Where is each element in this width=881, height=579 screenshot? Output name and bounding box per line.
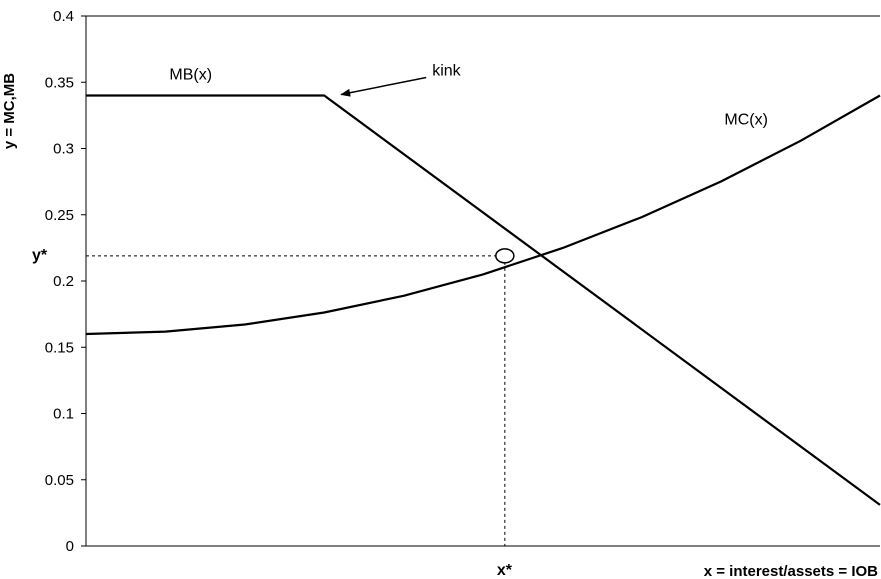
- y-tick-label: 0.2: [53, 273, 74, 290]
- series-line-mcx: [85, 94, 881, 336]
- series-label-mc: MC(x): [724, 112, 768, 129]
- y-axis-title: y = MC,MB: [1, 73, 18, 149]
- series-line-mbx: [86, 94, 881, 506]
- x-star-label: x*: [497, 562, 513, 579]
- series: [85, 94, 881, 506]
- y-tick-label: 0: [66, 538, 74, 555]
- equilibrium-point: [495, 248, 515, 264]
- labels: MB(x) MC(x) y* x* x = interest/assets = IOB y…: [1, 67, 878, 579]
- x-axis-title: x = interest/assets = IOB: [704, 563, 878, 579]
- kink-label: kink: [432, 63, 461, 80]
- y-tick-label: 0.25: [45, 207, 74, 224]
- kink-arrow: [340, 76, 427, 97]
- y-tick-label: 0.1: [53, 406, 74, 423]
- y-tick-label: 0.15: [45, 339, 74, 356]
- series-label-mb: MB(x): [169, 67, 212, 84]
- equilibrium-guides: [86, 255, 506, 546]
- y-tick-label: 0.35: [45, 74, 74, 91]
- y-ticks: 0 0.05 0.1 0.15 0.2 0.25 0.3 0.35 0.4: [45, 8, 86, 555]
- y-tick-label: 0.3: [53, 141, 74, 158]
- y-tick-label: 0.05: [45, 472, 74, 489]
- y-tick-label: 0.4: [53, 8, 74, 25]
- annotations: kink: [340, 63, 462, 97]
- y-star-label: y*: [32, 247, 48, 264]
